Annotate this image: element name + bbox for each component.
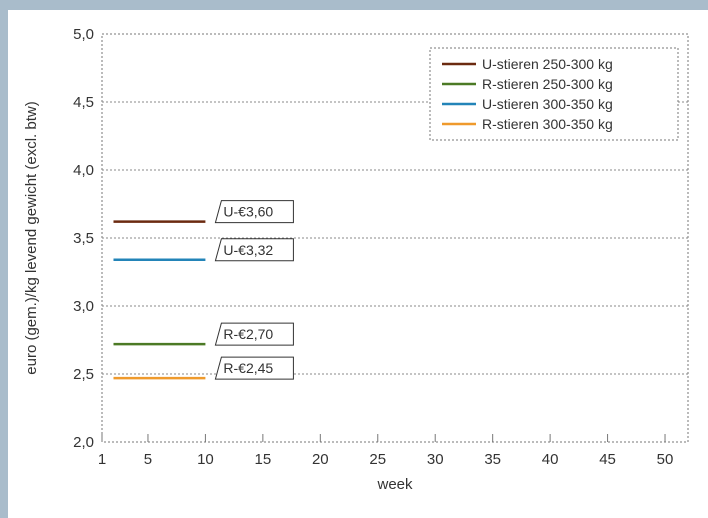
price-line-chart: 1 5 10 15 20 25 30 35 40 45 50 2,02,53,03,54,04,55… bbox=[23, 26, 689, 493]
x-tick-label: 45 bbox=[599, 451, 616, 468]
x-tick-label: 35 bbox=[484, 451, 501, 468]
x-tick-label: 40 bbox=[542, 451, 559, 468]
legend: U-stieren 250-300 kg R-stieren 250-300 kg… bbox=[429, 47, 679, 141]
x-tick-label: 5 bbox=[144, 451, 152, 468]
y-tick-label: 2,0 bbox=[73, 434, 94, 451]
y-tick-label: 2,5 bbox=[73, 366, 94, 383]
chart-frame: 1 5 10 15 20 25 30 35 40 45 50 2,0 2,5 3,0 3,5 4,0 4,5 5… bbox=[8, 10, 708, 518]
data-label-box bbox=[214, 322, 294, 346]
x-axis-ticks: 1 5 10 15 20 25 30 35 40 45 50 bbox=[98, 434, 674, 468]
series-lines bbox=[113, 220, 206, 380]
data-label: U-€3,32 bbox=[223, 242, 273, 258]
data-label: R-€2,70 bbox=[223, 326, 273, 342]
data-label-box bbox=[214, 238, 294, 262]
x-tick-label: 30 bbox=[427, 451, 444, 468]
y-tick-label: 4,5 bbox=[73, 94, 94, 111]
data-label-box bbox=[214, 356, 294, 380]
x-tick-label: 20 bbox=[312, 451, 329, 468]
x-tick-label: 25 bbox=[369, 451, 386, 468]
x-tick-label: 15 bbox=[255, 451, 272, 468]
x-axis-label: week bbox=[376, 476, 413, 493]
data-labels: U-€3,60 R-€2,70 U-€3,32 R-€2,45 bbox=[214, 200, 294, 380]
x-tick-label: 50 bbox=[657, 451, 674, 468]
legend-entry: R-stieren 250-300 kg bbox=[482, 76, 613, 92]
legend-entry: R-stieren 300-350 kg bbox=[482, 116, 613, 132]
y-axis-ticks: 2,0 2,5 3,0 3,5 4,0 4,5 5,0 bbox=[73, 26, 94, 451]
legend-entry: U-stieren 300-350 kg bbox=[482, 96, 613, 112]
x-tick-label: 1 bbox=[98, 451, 106, 468]
legend-entry: U-stieren 250-300 kg bbox=[482, 56, 613, 72]
y-tick-label: 5,0 bbox=[73, 26, 94, 43]
y-tick-label: 4,0 bbox=[73, 162, 94, 179]
y-tick-label: 3,0 bbox=[73, 298, 94, 315]
x-tick-label: 10 bbox=[197, 451, 214, 468]
data-label: U-€3,60 bbox=[223, 204, 273, 220]
y-axis-label: euro (gem.)/kg levend gewicht (excl. btw… bbox=[23, 101, 40, 374]
y-tick-label: 3,5 bbox=[73, 230, 94, 247]
data-label-box bbox=[214, 200, 294, 224]
grid bbox=[101, 33, 689, 443]
data-label: R-€2,45 bbox=[223, 360, 273, 376]
